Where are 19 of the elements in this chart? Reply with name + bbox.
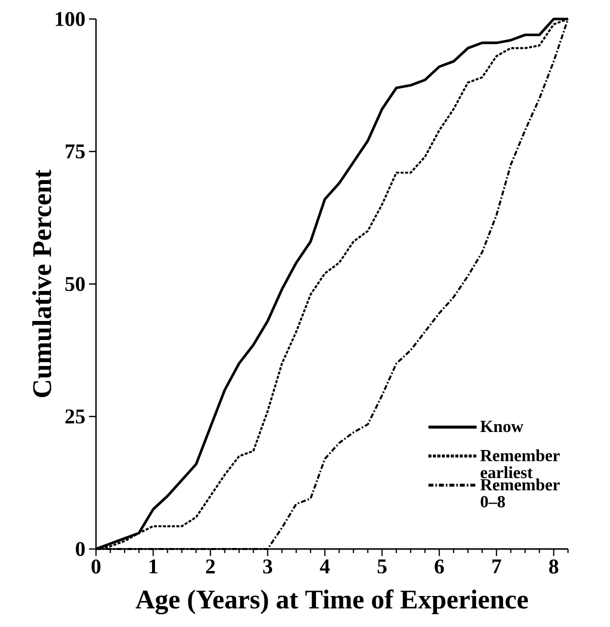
x-tick-label: 0 — [92, 559, 100, 574]
y-tick-label: 50 — [65, 276, 85, 292]
x-tick-label: 1 — [150, 559, 158, 574]
y-tick-label: 0 — [76, 542, 85, 556]
y-tick-label: 75 — [66, 144, 85, 158]
x-axis-title: Age (Years) at Time of Experience — [136, 589, 528, 614]
x-tick-label: 7 — [492, 559, 502, 574]
x-tick-label: 4 — [320, 559, 330, 574]
y-tick-label: 25 — [65, 409, 85, 424]
y-axis-title: Cumulative Percent — [32, 170, 52, 398]
x-tick-label: 6 — [434, 559, 444, 574]
x-tick-label: 5 — [378, 559, 387, 574]
x-tick-label: 3 — [263, 559, 272, 574]
x-tick-label: 2 — [206, 559, 215, 574]
legend-label: Know — [480, 420, 524, 432]
legend-label: Remember 0–8 — [480, 478, 560, 508]
y-tick-label: 100 — [56, 12, 85, 26]
legend-label: Remember earliest — [480, 449, 560, 478]
x-tick-label: 8 — [549, 559, 558, 574]
